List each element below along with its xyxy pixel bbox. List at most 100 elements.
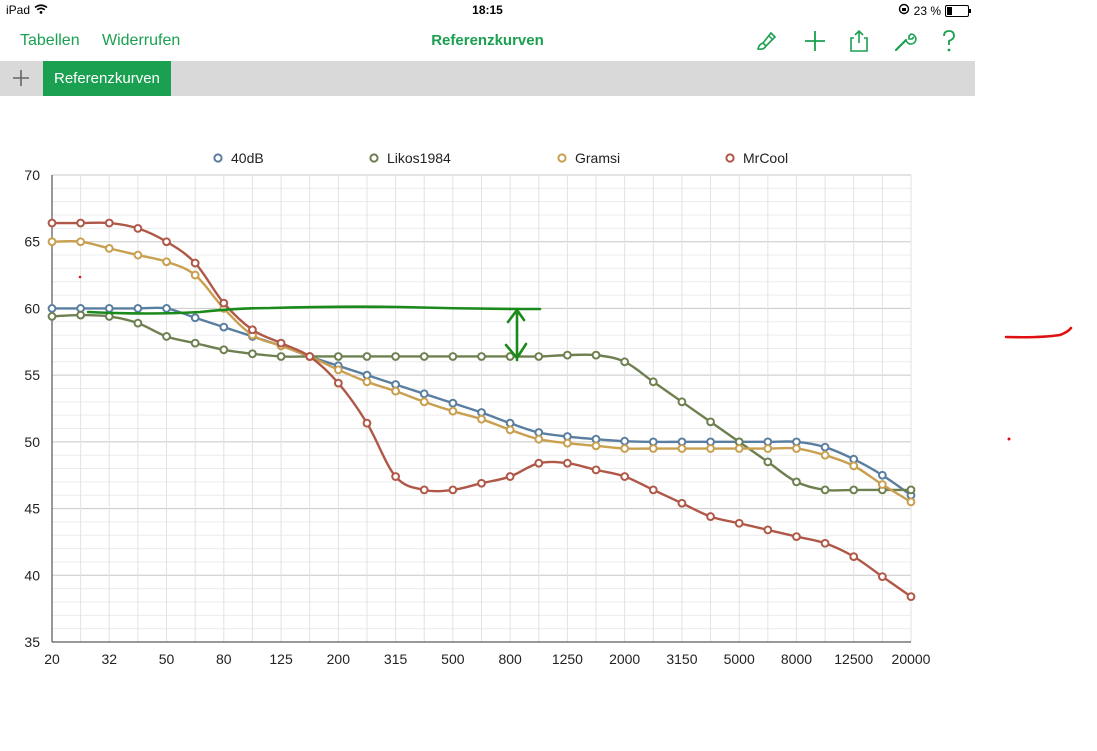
data-point xyxy=(877,480,887,489)
sheet-tab-bar: Referenzkurven xyxy=(0,61,975,96)
data-point xyxy=(706,444,715,453)
data-point xyxy=(162,237,171,247)
legend-label: Gramsi xyxy=(575,150,620,166)
data-point xyxy=(333,352,343,361)
data-point xyxy=(534,458,544,468)
data-point xyxy=(677,498,687,508)
x-tick-label: 125 xyxy=(269,651,293,667)
share-icon[interactable] xyxy=(846,28,872,54)
data-point xyxy=(591,465,601,475)
paintbrush-icon[interactable] xyxy=(754,28,780,54)
data-point xyxy=(792,532,801,541)
data-point xyxy=(877,572,887,582)
x-tick-label: 3150 xyxy=(666,651,697,667)
data-point xyxy=(391,352,401,361)
battery-percent: 23 % xyxy=(913,3,941,18)
data-point xyxy=(477,478,486,488)
line-chart: 35 40 45 50 55 60 65 70 20 32 50 80 125 200 315 500 800 1… xyxy=(24,150,930,667)
data-point xyxy=(505,472,515,481)
clock: 18:15 xyxy=(472,3,503,17)
data-point xyxy=(849,461,859,471)
data-point xyxy=(276,338,286,348)
data-point xyxy=(763,444,773,453)
red-dot-right xyxy=(1007,437,1011,441)
data-point xyxy=(448,398,458,408)
status-left: iPad xyxy=(6,3,48,17)
y-tick-label: 70 xyxy=(24,167,40,183)
chart-grid xyxy=(51,174,912,643)
data-point xyxy=(591,441,601,451)
data-point xyxy=(419,352,429,361)
toolbar: Tabellen Widerrufen Referenzkurven xyxy=(0,22,975,60)
data-point xyxy=(906,592,916,602)
data-point xyxy=(620,436,630,446)
data-point xyxy=(219,298,229,308)
data-point xyxy=(820,450,830,460)
device-name: iPad xyxy=(6,3,31,17)
data-point xyxy=(563,438,572,448)
y-tick-label: 45 xyxy=(24,501,40,517)
tables-button[interactable]: Tabellen xyxy=(20,32,80,49)
y-tick-label: 65 xyxy=(24,234,40,250)
data-point xyxy=(706,512,715,521)
data-point xyxy=(419,389,429,399)
data-point xyxy=(47,218,57,228)
x-tick-label: 500 xyxy=(441,651,465,667)
data-point xyxy=(620,444,630,453)
x-tick-label: 5000 xyxy=(724,651,755,667)
data-point xyxy=(849,552,859,562)
data-point xyxy=(620,472,630,481)
undo-button[interactable]: Widerrufen xyxy=(102,32,181,49)
wifi-icon xyxy=(34,3,48,17)
data-point xyxy=(219,322,229,332)
data-point xyxy=(448,352,458,361)
add-sheet-icon[interactable] xyxy=(8,65,34,91)
data-point xyxy=(333,365,343,375)
legend-label: Likos1984 xyxy=(387,150,451,166)
legend-label: 40dB xyxy=(231,150,264,166)
data-point xyxy=(104,218,114,228)
data-point xyxy=(391,472,401,481)
data-point xyxy=(820,485,830,495)
data-point xyxy=(133,304,143,313)
x-tick-label: 80 xyxy=(216,651,232,667)
x-tick-label: 2000 xyxy=(609,651,640,667)
data-point xyxy=(76,310,86,320)
plus-icon[interactable] xyxy=(802,28,828,54)
data-point xyxy=(190,258,200,268)
data-point xyxy=(362,352,372,361)
y-tick-label: 40 xyxy=(24,567,40,583)
data-point xyxy=(477,352,486,361)
data-point xyxy=(362,418,372,428)
data-point xyxy=(305,352,315,361)
data-point xyxy=(76,237,86,247)
data-point xyxy=(190,313,200,323)
data-point xyxy=(648,444,658,453)
legend-marker xyxy=(725,153,735,163)
help-icon[interactable] xyxy=(936,28,962,54)
data-point xyxy=(47,237,57,247)
document-title: Referenzkurven xyxy=(431,32,544,49)
data-point xyxy=(219,345,229,355)
legend-marker xyxy=(369,153,379,163)
data-point xyxy=(591,350,601,360)
data-point xyxy=(563,350,572,360)
data-point xyxy=(477,414,486,424)
data-point xyxy=(849,485,859,495)
y-tick-label: 55 xyxy=(24,367,40,383)
data-point xyxy=(104,304,114,313)
x-tick-label: 32 xyxy=(101,651,117,667)
data-point xyxy=(162,332,171,341)
wrench-icon[interactable] xyxy=(892,28,918,54)
data-point xyxy=(248,325,257,335)
tab-referenzkurven[interactable]: Referenzkurven xyxy=(43,61,171,96)
x-tick-label: 315 xyxy=(384,651,408,667)
data-point xyxy=(333,378,343,388)
y-tick-label: 50 xyxy=(24,434,40,450)
data-point xyxy=(76,218,86,228)
data-point xyxy=(133,250,143,260)
x-tick-label: 8000 xyxy=(781,651,812,667)
legend-label: MrCool xyxy=(743,150,788,166)
data-point xyxy=(820,442,830,452)
data-point xyxy=(763,457,773,467)
